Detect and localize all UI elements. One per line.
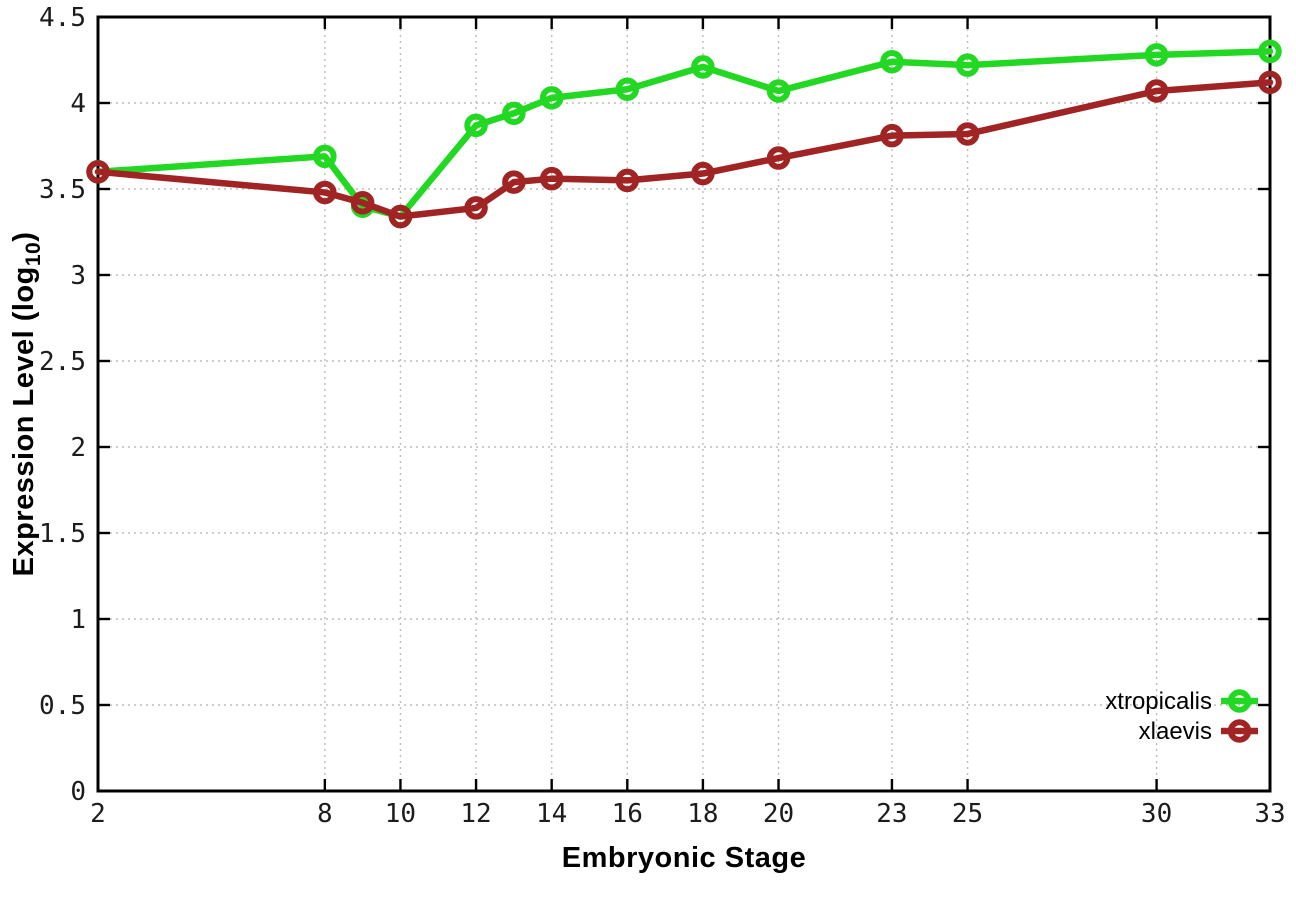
y-tick-label: 4	[70, 89, 86, 119]
data-point-xtropicalis	[539, 86, 564, 110]
data-point-xlaevis	[1258, 70, 1282, 95]
y-tick-label: 1	[70, 605, 86, 635]
data-point-xtropicalis	[464, 113, 488, 138]
y-tick-label: 3	[70, 261, 86, 291]
data-point-xlaevis	[350, 191, 375, 215]
legend-label-xlaevis: xlaevis	[1139, 718, 1212, 745]
data-point-xlaevis	[880, 123, 904, 148]
x-tick-label: 20	[763, 799, 794, 829]
data-point-xlaevis	[388, 204, 413, 229]
y-tick-label: 2	[70, 433, 86, 463]
y-axis-title: Expression Level (log10)	[8, 232, 46, 577]
data-point-xtropicalis	[313, 144, 337, 169]
x-tick-label: 30	[1141, 799, 1172, 829]
y-tick-label: 4.5	[39, 3, 86, 33]
x-tick-label: 25	[952, 799, 983, 829]
x-tick-label: 14	[536, 799, 567, 829]
data-point-xtropicalis	[1258, 39, 1282, 64]
y-tick-label: 0.5	[39, 691, 86, 721]
x-tick-label: 18	[687, 799, 718, 829]
x-tick-label: 8	[317, 799, 333, 829]
legend-label-xtropicalis: xtropicalis	[1105, 688, 1212, 715]
plot-border	[96, 15, 1272, 793]
data-point-xlaevis	[539, 166, 564, 191]
data-point-xlaevis	[313, 180, 337, 205]
y-tick-label: 2.5	[39, 347, 86, 377]
x-axis-title: Embryonic Stage	[98, 842, 1270, 875]
x-tick-label: 2	[90, 799, 106, 829]
x-tick-label: 16	[612, 799, 643, 829]
data-point-xlaevis	[615, 168, 640, 193]
x-axis-title-text: Embryonic Stage	[561, 842, 807, 874]
data-point-xlaevis	[691, 161, 715, 186]
data-point-xtropicalis	[955, 53, 980, 77]
y-axis-title-text: Expression Level (log	[8, 266, 41, 577]
data-point-xtropicalis	[615, 77, 640, 101]
series-line-xtropicalis	[94, 48, 1274, 220]
data-point-xlaevis	[1144, 79, 1169, 103]
y-axis-title-close: )	[8, 231, 41, 242]
x-tick-label: 33	[1254, 799, 1285, 829]
y-tick-label: 3.5	[39, 175, 86, 205]
data-point-xlaevis	[86, 160, 110, 184]
data-point-xtropicalis	[1144, 43, 1169, 67]
y-axis-title-subscript: 10	[21, 241, 45, 267]
data-point-xtropicalis	[766, 79, 791, 103]
data-point-xtropicalis	[691, 55, 715, 79]
x-tick-label: 23	[876, 799, 907, 829]
data-point-xlaevis	[464, 196, 488, 220]
y-tick-label: 1.5	[39, 519, 86, 549]
data-point-xtropicalis	[880, 49, 904, 74]
data-point-xlaevis	[955, 122, 980, 146]
data-point-xtropicalis	[502, 101, 526, 126]
y-tick-label: 0	[70, 777, 86, 807]
legend-sample-marker-xlaevis	[1227, 719, 1252, 743]
data-point-xlaevis	[766, 146, 791, 170]
legend-sample-marker-xtropicalis	[1227, 689, 1252, 713]
x-tick-label: 10	[385, 799, 416, 829]
data-point-xlaevis	[502, 170, 526, 194]
x-tick-label: 12	[460, 799, 491, 829]
